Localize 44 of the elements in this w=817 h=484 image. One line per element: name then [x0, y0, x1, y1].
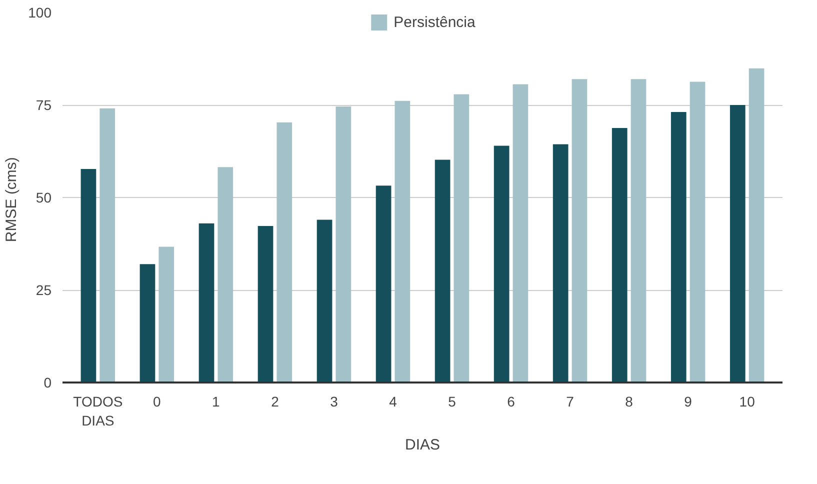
bar — [572, 79, 588, 382]
x-tick-label: 10 — [739, 394, 756, 410]
x-tick-label: 1 — [212, 394, 220, 410]
x-axis-title: DIAS — [404, 436, 440, 454]
bar — [80, 169, 96, 382]
bar — [276, 122, 292, 382]
bar — [198, 223, 214, 382]
bar — [454, 94, 470, 382]
x-tick-label: 6 — [507, 394, 516, 410]
bar — [552, 144, 568, 382]
y-tick-label: 0 — [44, 374, 52, 390]
y-axis-title: RMSE (cms) — [3, 157, 20, 242]
bar — [434, 160, 450, 382]
y-tick-label: 100 — [28, 4, 52, 20]
y-tick-label: 75 — [36, 97, 52, 113]
x-tick-label: 4 — [389, 394, 398, 410]
bar — [512, 84, 528, 382]
y-tick-label: 50 — [36, 190, 52, 206]
bar — [258, 226, 274, 382]
bar — [612, 128, 628, 382]
bar — [730, 105, 746, 382]
bar — [394, 100, 410, 382]
bar — [158, 246, 174, 382]
bar — [316, 220, 332, 382]
x-tick-label: 5 — [448, 394, 456, 410]
bar — [630, 79, 646, 382]
x-tick-label: 2 — [271, 394, 280, 410]
bar — [748, 68, 764, 382]
x-tick-label: TODOS DIAS — [73, 394, 123, 429]
x-tick-label: 7 — [566, 394, 574, 410]
x-tick-label: 9 — [684, 394, 692, 410]
bar — [376, 186, 392, 382]
bar — [494, 146, 510, 382]
y-tick-label: 25 — [36, 282, 52, 298]
legend-label: Persistência — [394, 14, 476, 30]
bar — [690, 82, 706, 382]
x-tick-label: 8 — [625, 394, 634, 410]
bar — [218, 167, 234, 382]
x-tick-label: 0 — [153, 394, 162, 410]
bar — [100, 108, 116, 382]
bar — [336, 106, 352, 382]
bar — [140, 264, 156, 382]
x-tick-label: 3 — [330, 394, 338, 410]
bar — [670, 112, 686, 382]
